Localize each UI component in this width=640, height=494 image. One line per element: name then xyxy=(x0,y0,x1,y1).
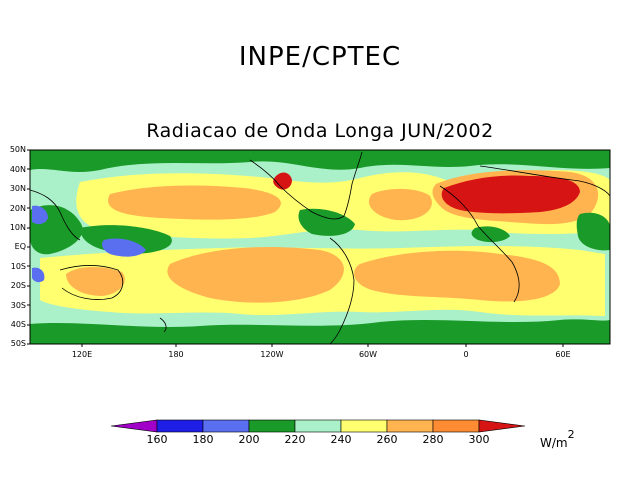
map-title: Radiacao de Onda Longa JUN/2002 xyxy=(146,120,494,142)
lon-label-180: 180 xyxy=(168,350,184,359)
coastline-north-america xyxy=(249,151,363,220)
legend-label-220: 220 xyxy=(284,433,306,446)
lat-ticks xyxy=(27,149,30,345)
olr-field xyxy=(30,150,610,344)
color-bar-segment-180 xyxy=(202,419,250,433)
color-bar-segment-280 xyxy=(432,419,480,433)
lat-label-20n: 20N xyxy=(9,204,26,213)
lat-label-50n: 50N xyxy=(9,145,26,154)
lat-label-50s: 50S xyxy=(10,339,26,348)
lon-label-120e: 120E xyxy=(71,350,93,359)
lon-label-120w: 120W xyxy=(260,350,284,359)
legend-label-240: 240 xyxy=(330,433,352,446)
color-bar-segment-260 xyxy=(386,419,434,433)
color-bar-segment-240 xyxy=(340,419,388,433)
coastline-east-asia xyxy=(30,189,81,241)
olr-hotspot-sahara-300 xyxy=(441,175,580,214)
color-bar xyxy=(110,419,526,433)
olr-region-npacific-280 xyxy=(108,185,281,220)
color-bar-segment-below-160 xyxy=(110,419,158,433)
olr-convection-africa-220 xyxy=(471,226,510,243)
legend-label-180: 180 xyxy=(192,433,214,446)
coastline-south-america xyxy=(329,237,355,344)
lat-label-10s: 10S xyxy=(10,262,26,271)
lon-label-60e: 60E xyxy=(555,350,571,359)
coastline-eurasia xyxy=(479,165,610,197)
lon-ticks xyxy=(81,344,564,347)
lon-label-60w: 60W xyxy=(358,350,378,359)
coastline-new-zealand xyxy=(159,317,167,333)
color-bar-segment-above-300 xyxy=(478,419,526,433)
legend-label-280: 280 xyxy=(422,433,444,446)
olr-deepconvection-wpacific-200 xyxy=(102,238,146,257)
units-text: W/m xyxy=(540,436,568,450)
color-bar-segment-200 xyxy=(248,419,296,433)
lon-label-0: 0 xyxy=(463,350,469,359)
olr-convection-centralamerica-220 xyxy=(298,208,355,236)
olr-band-south-220 xyxy=(30,319,610,344)
units-label: W/m2 xyxy=(540,428,575,450)
olr-hotspot-mexico-300 xyxy=(273,172,292,190)
page-title: INPE/CPTEC xyxy=(238,42,402,72)
units-exponent: 2 xyxy=(567,428,575,441)
legend-label-160: 160 xyxy=(146,433,168,446)
coastline-australia xyxy=(59,265,124,300)
coastline-africa xyxy=(439,185,520,303)
olr-region-caribbean-280 xyxy=(368,188,432,221)
legend-label-300: 300 xyxy=(468,433,490,446)
olr-band-north-220 xyxy=(30,150,610,172)
lat-label-30s: 30S xyxy=(10,301,26,310)
lat-label-10n: 10N xyxy=(9,223,26,232)
legend-label-260: 260 xyxy=(376,433,398,446)
lat-label-eq: EQ xyxy=(14,242,26,251)
lat-label-20s: 20S xyxy=(10,281,26,290)
olr-region-satlantic-280 xyxy=(354,250,560,302)
color-bar-segment-160 xyxy=(156,419,204,433)
lat-label-40s: 40S xyxy=(10,320,26,329)
color-bar-segment-220 xyxy=(294,419,342,433)
olr-deepconvection-indian-200 xyxy=(32,267,45,283)
olr-convection-indian-220 xyxy=(576,212,610,251)
lat-label-30n: 30N xyxy=(9,184,26,193)
legend-label-200: 200 xyxy=(238,433,260,446)
olr-deepconvection-bay-200 xyxy=(32,205,48,225)
olr-region-spacific-280 xyxy=(167,246,344,303)
olr-region-australia-280 xyxy=(66,267,125,296)
coastlines xyxy=(30,151,610,344)
lat-label-40n: 40N xyxy=(9,165,26,174)
